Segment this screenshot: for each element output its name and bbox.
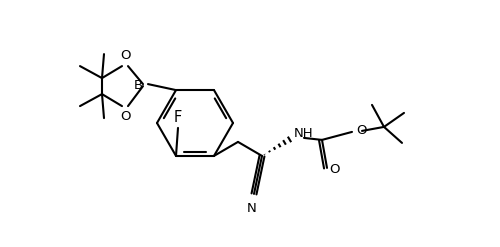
Text: N: N xyxy=(247,202,257,215)
Text: O: O xyxy=(356,124,366,137)
Text: O: O xyxy=(120,110,131,123)
Text: B: B xyxy=(134,79,143,92)
Text: NH: NH xyxy=(294,127,314,140)
Text: O: O xyxy=(330,164,340,176)
Text: O: O xyxy=(120,49,131,62)
Text: F: F xyxy=(174,110,182,125)
